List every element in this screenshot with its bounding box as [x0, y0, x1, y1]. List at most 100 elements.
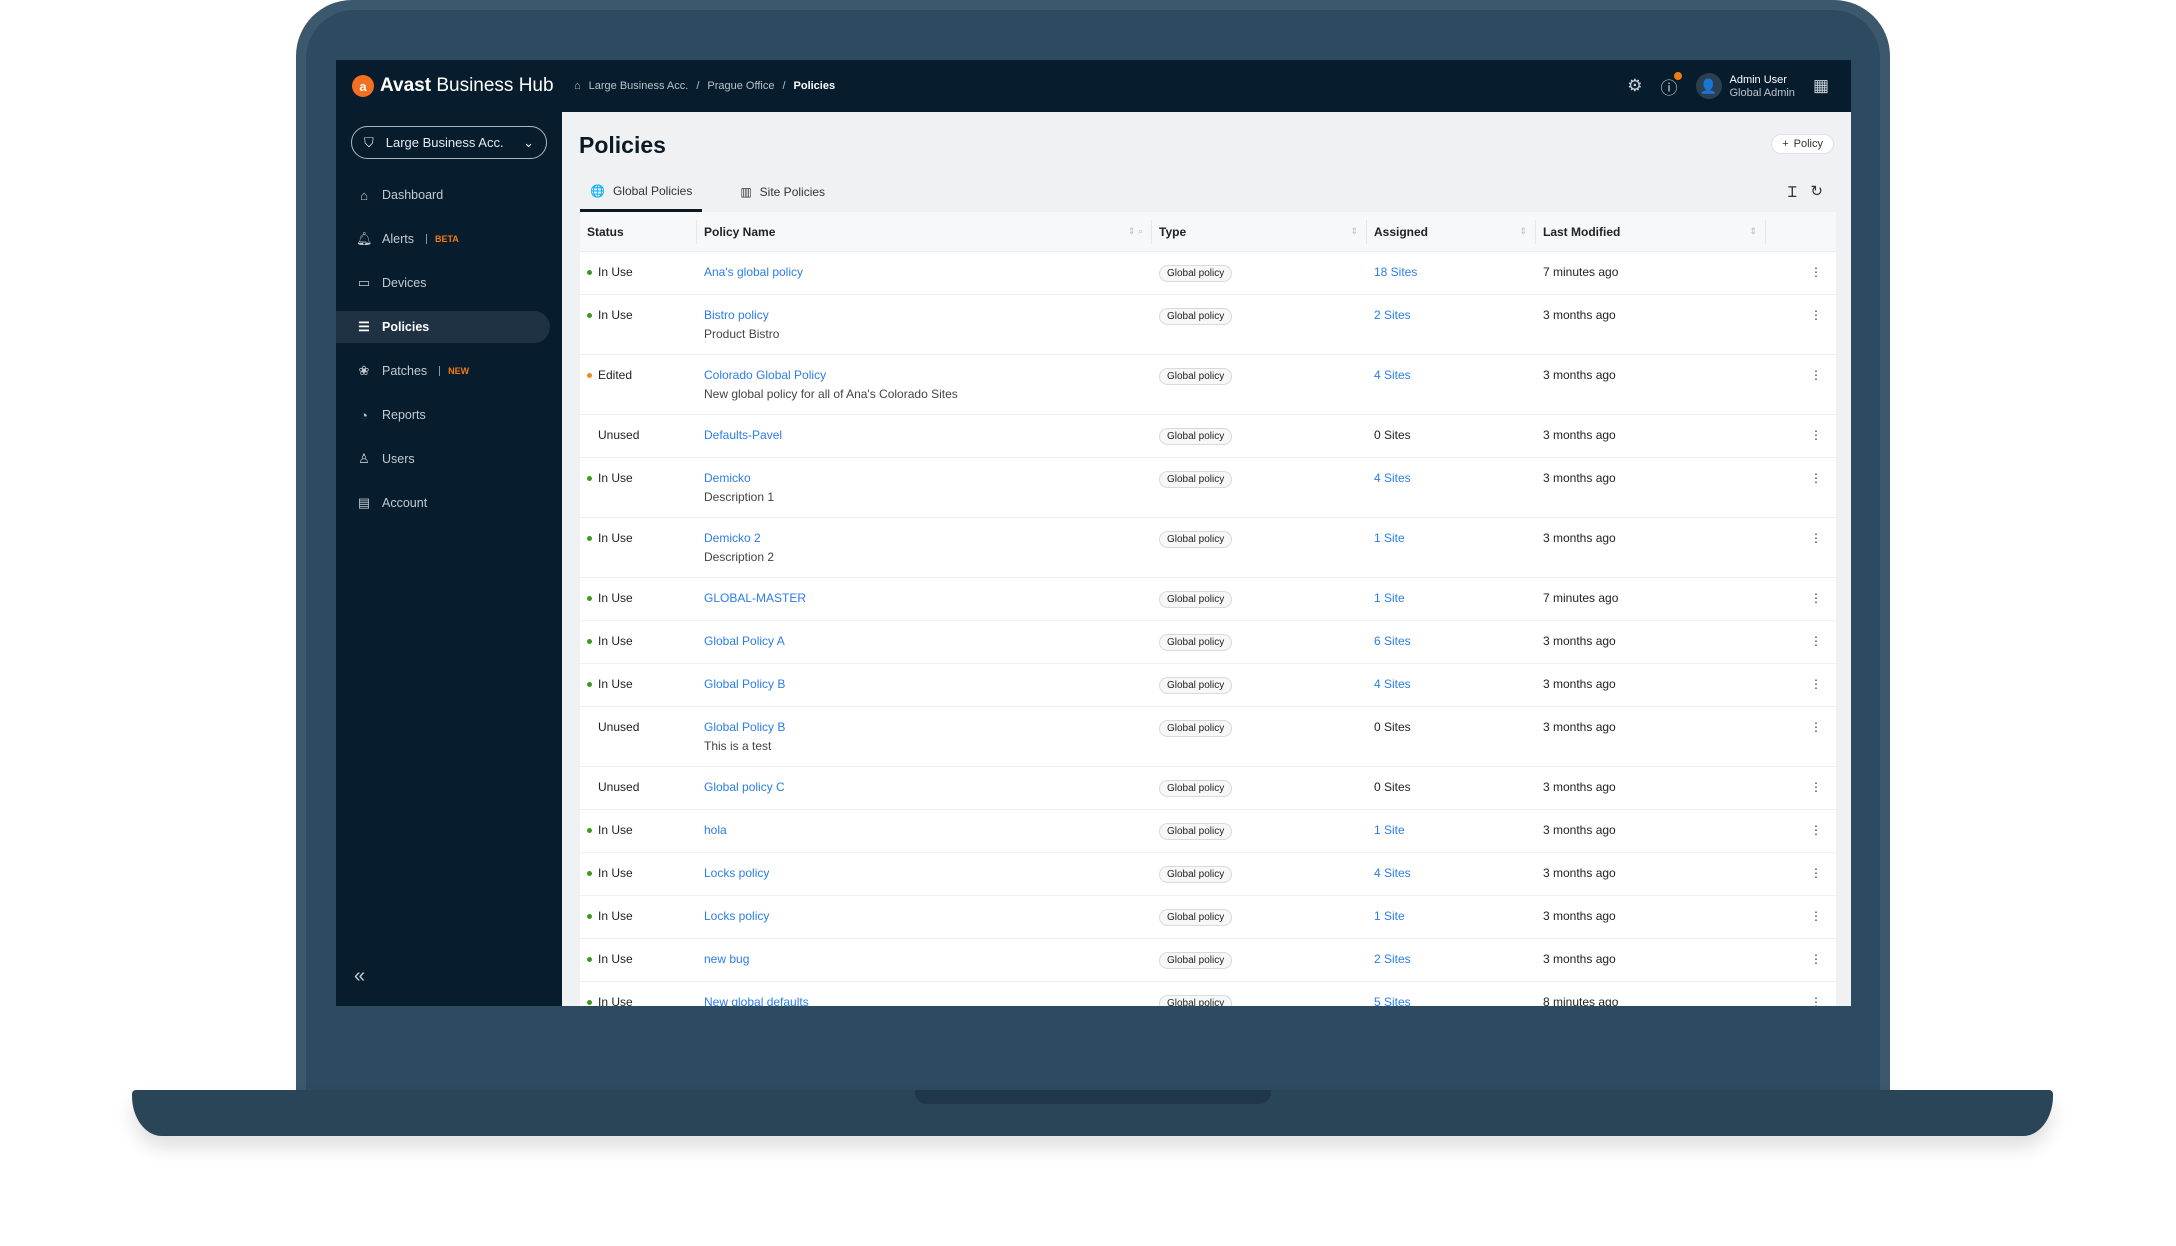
policy-name-link[interactable]: hola	[704, 823, 727, 837]
sidebar-item-patches[interactable]: ❀ Patches NEW	[336, 355, 550, 387]
sort-icon[interactable]: ⇕	[1749, 226, 1757, 236]
status-cell: Unused	[580, 428, 697, 457]
more-options-icon[interactable]: ⋮	[1810, 308, 1822, 322]
sidebar-item-users[interactable]: ♙ Users	[336, 443, 550, 475]
more-options-icon[interactable]: ⋮	[1810, 995, 1822, 1006]
policy-name-link[interactable]: Global Policy B	[704, 720, 786, 734]
assigned-sites[interactable]: 4 Sites	[1374, 677, 1411, 691]
policy-name-link[interactable]: Locks policy	[704, 909, 770, 923]
notification-dot	[1673, 71, 1682, 80]
last-modified: 3 months ago	[1543, 909, 1616, 923]
table-row: Unused Defaults-Pavel Global policy 0 Si…	[580, 415, 1836, 458]
policy-name-link[interactable]: Defaults-Pavel	[704, 428, 783, 442]
more-options-icon[interactable]: ⋮	[1810, 368, 1822, 382]
more-options-icon[interactable]: ⋮	[1810, 428, 1822, 442]
policy-name-link[interactable]: Ana's global policy	[704, 265, 804, 279]
more-options-icon[interactable]: ⋮	[1810, 634, 1822, 648]
more-options-icon[interactable]: ⋮	[1810, 531, 1822, 545]
assigned-sites: 0 Sites	[1374, 428, 1411, 442]
switch-org-icon[interactable]: ▦	[1812, 76, 1829, 95]
status-cell: In Use	[580, 909, 697, 938]
more-options-icon[interactable]: ⋮	[1810, 909, 1822, 923]
assigned-sites[interactable]: 4 Sites	[1374, 368, 1411, 382]
breadcrumb-item[interactable]: Large Business Acc.	[588, 80, 689, 92]
tab-global-policies[interactable]: 🌐 Global Policies	[580, 172, 703, 212]
policy-name-link[interactable]: Demicko 2	[704, 531, 761, 545]
assigned-sites[interactable]: 1 Site	[1374, 531, 1405, 545]
account-selector[interactable]: ⛉ Large Business Acc. ⌄	[351, 126, 547, 159]
assigned-sites[interactable]: 2 Sites	[1374, 952, 1411, 966]
gear-icon[interactable]: ⚙	[1627, 76, 1643, 95]
table-row: In Use Demicko Description 1 Global polic…	[580, 458, 1836, 518]
assigned-sites[interactable]: 6 Sites	[1374, 634, 1411, 648]
sidebar-item-reports[interactable]: ◔ Reports	[336, 399, 550, 431]
home-icon[interactable]: ⌂	[574, 80, 581, 92]
sidebar-item-dashboard[interactable]: ⌂ Dashboard	[336, 179, 550, 211]
status-dot	[587, 313, 592, 319]
status-cell: In Use	[580, 634, 697, 663]
assigned-sites[interactable]: 2 Sites	[1374, 308, 1411, 322]
policy-description: Description 1	[704, 490, 775, 504]
policy-name-link[interactable]: Bistro policy	[704, 308, 769, 322]
policy-name-link[interactable]: GLOBAL-MASTER	[704, 591, 807, 605]
status-dot	[587, 871, 592, 877]
more-options-icon[interactable]: ⋮	[1810, 866, 1822, 880]
assigned-sites[interactable]: 1 Site	[1374, 591, 1405, 605]
type-badge: Global policy	[1159, 677, 1233, 694]
assigned-sites: 0 Sites	[1374, 780, 1411, 794]
assigned-sites[interactable]: 5 Sites	[1374, 995, 1411, 1006]
more-options-icon[interactable]: ⋮	[1810, 591, 1822, 605]
logo[interactable]: a Avast Business Hub	[352, 75, 562, 97]
more-options-icon[interactable]: ⋮	[1810, 265, 1822, 279]
column-policy-name[interactable]: Policy Name ⇕ ⌕	[697, 219, 1152, 244]
policy-name-link[interactable]: Demicko	[704, 471, 751, 485]
tab-site-policies[interactable]: ▥ Site Policies	[740, 185, 826, 199]
assigned-sites: 0 Sites	[1374, 720, 1411, 734]
type-badge: Global policy	[1159, 368, 1233, 385]
chevron-down-icon: ⌄	[523, 134, 534, 150]
last-modified: 3 months ago	[1543, 677, 1616, 691]
refresh-icon[interactable]: ↻	[1810, 183, 1823, 200]
row-density-icon[interactable]: Ɪ	[1788, 184, 1797, 201]
help-icon[interactable]: ⓘ	[1661, 71, 1682, 99]
column-assigned[interactable]: Assigned ⇕	[1367, 219, 1536, 244]
page-title: Policies	[579, 132, 666, 158]
more-options-icon[interactable]: ⋮	[1810, 780, 1822, 794]
last-modified: 7 minutes ago	[1543, 591, 1619, 605]
add-policy-button[interactable]: + Policy	[1771, 134, 1834, 154]
column-last-modified[interactable]: Last Modified ⇕	[1536, 219, 1766, 244]
sidebar-item-account[interactable]: ▤ Account	[357, 495, 428, 510]
policy-name-link[interactable]: Global policy C	[704, 780, 785, 794]
column-type[interactable]: Type ⇕	[1152, 219, 1367, 244]
policy-name-link[interactable]: Global Policy B	[704, 677, 786, 691]
sidebar-item-alerts[interactable]: 🔔︎ Alerts BETA	[356, 231, 459, 246]
sort-icon[interactable]: ⇕	[1519, 226, 1527, 236]
policy-name-link[interactable]: new bug	[704, 952, 750, 966]
policy-name-link[interactable]: Locks policy	[704, 866, 770, 880]
policy-name-link[interactable]: New global defaults	[704, 995, 809, 1006]
more-options-icon[interactable]: ⋮	[1810, 720, 1822, 734]
more-options-icon[interactable]: ⋮	[1810, 952, 1822, 966]
status-dot	[587, 433, 592, 438]
assigned-sites[interactable]: 4 Sites	[1374, 866, 1411, 880]
assigned-sites[interactable]: 18 Sites	[1374, 265, 1418, 279]
policies-table: Status Policy Name ⇕ ⌕ Type ⇕ Assigned ⇕ La…	[580, 212, 1836, 1006]
more-options-icon[interactable]: ⋮	[1810, 677, 1822, 691]
policy-name-link[interactable]: Colorado Global Policy	[704, 368, 827, 382]
user-menu[interactable]: 👤 Admin User Global Admin	[1695, 73, 1795, 99]
collapse-sidebar-icon[interactable]: «	[354, 965, 366, 987]
sidebar-item-policies[interactable]: ☰ Policies	[336, 311, 550, 343]
sort-search-icon[interactable]: ⇕ ⌕	[1127, 226, 1143, 236]
more-options-icon[interactable]: ⋮	[1810, 471, 1822, 485]
breadcrumb-item[interactable]: Prague Office	[707, 80, 775, 92]
last-modified: 3 months ago	[1543, 720, 1616, 734]
sort-icon[interactable]: ⇕	[1350, 226, 1358, 236]
policy-name-link[interactable]: Global Policy A	[704, 634, 785, 648]
assigned-sites[interactable]: 1 Site	[1374, 823, 1405, 837]
more-options-icon[interactable]: ⋮	[1810, 823, 1822, 837]
type-badge: Global policy	[1159, 634, 1233, 651]
status-dot	[587, 725, 592, 730]
assigned-sites[interactable]: 1 Site	[1374, 909, 1405, 923]
sidebar-item-devices[interactable]: ▭ Devices	[357, 275, 427, 290]
assigned-sites[interactable]: 4 Sites	[1374, 471, 1411, 485]
